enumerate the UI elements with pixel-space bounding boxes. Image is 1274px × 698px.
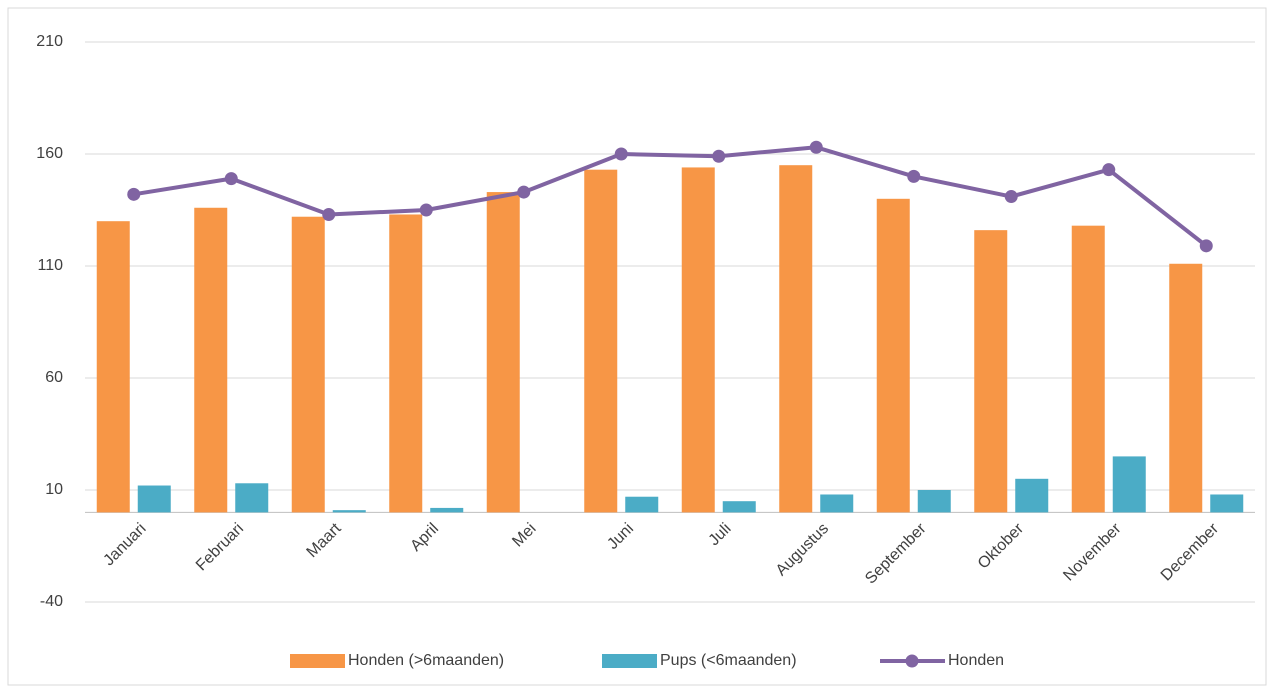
bar (332, 510, 366, 513)
bar (917, 490, 951, 513)
y-tick-label: 160 (36, 145, 63, 162)
legend-swatch (290, 654, 345, 668)
bar (1112, 456, 1146, 513)
bar (974, 230, 1008, 513)
bar (389, 214, 423, 513)
line-marker (1199, 239, 1213, 253)
line-marker (1004, 190, 1018, 204)
y-tick-label: -40 (40, 593, 63, 610)
line-marker (224, 172, 238, 186)
line-marker (907, 169, 921, 183)
y-tick-label: 210 (36, 33, 63, 50)
line (133, 145, 1208, 248)
legend-swatch (602, 654, 657, 668)
legend-label: Honden (948, 652, 1004, 669)
bar (779, 165, 813, 513)
y-tick-label: 60 (45, 369, 63, 386)
bar (584, 169, 618, 513)
bar (430, 507, 464, 513)
bar (235, 483, 269, 513)
bar (876, 198, 910, 513)
y-tick-label: 10 (45, 481, 63, 498)
bar (625, 496, 659, 513)
legend-label: Pups (<6maanden) (660, 652, 797, 669)
bar (1169, 263, 1203, 513)
legend-label: Honden (>6maanden) (348, 652, 504, 669)
line-marker (419, 203, 433, 217)
bar (722, 501, 756, 513)
legend-swatch-marker (905, 654, 919, 668)
line-marker (809, 140, 823, 154)
line-marker (1102, 163, 1116, 177)
y-tick-label: 110 (37, 257, 63, 274)
line-marker (322, 207, 336, 221)
line-marker (712, 149, 726, 163)
bar (820, 494, 854, 513)
bar (1071, 225, 1105, 513)
bar (137, 485, 171, 513)
bar (486, 192, 520, 513)
line-marker (127, 187, 141, 201)
bar (194, 207, 228, 513)
bar (681, 167, 715, 513)
line-marker (614, 147, 628, 161)
bar (291, 216, 325, 513)
bar (96, 221, 130, 513)
line-marker (517, 185, 531, 199)
bar (1015, 478, 1049, 513)
bar (1210, 494, 1244, 513)
